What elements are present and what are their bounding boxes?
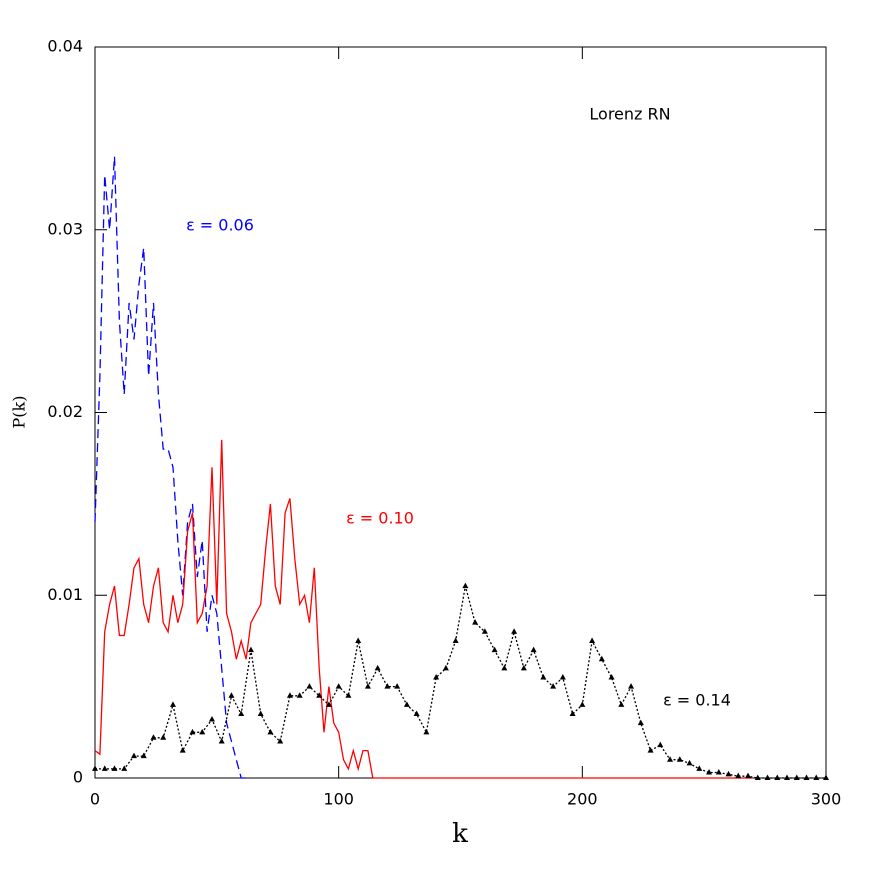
y-tick-label: 0.03 (47, 219, 83, 238)
marker (559, 673, 566, 680)
marker (247, 646, 254, 653)
marker (589, 637, 596, 643)
marker (637, 719, 644, 726)
marker (92, 765, 98, 771)
series-label: ε = 0.06 (186, 216, 254, 235)
marker (199, 728, 206, 735)
marker (296, 692, 303, 698)
marker (608, 673, 615, 680)
marker (725, 770, 732, 777)
marker (550, 683, 557, 689)
series-line (95, 585, 826, 779)
marker (784, 774, 791, 780)
marker (569, 710, 576, 717)
y-tick-label: 0.04 (47, 37, 83, 56)
marker (286, 692, 293, 698)
marker (491, 646, 498, 653)
marker (676, 756, 683, 762)
annotation: Lorenz RN (589, 105, 670, 124)
x-tick-label: 100 (323, 790, 354, 809)
marker (228, 692, 235, 698)
marker (423, 728, 430, 735)
x-tick-label: 200 (567, 790, 598, 809)
marker (579, 701, 586, 707)
marker (325, 701, 332, 707)
marker (754, 774, 761, 780)
plot-frame (94, 46, 827, 779)
marker (657, 741, 664, 748)
marker (667, 756, 674, 762)
marker (803, 774, 810, 780)
marker (267, 728, 274, 735)
marker (179, 747, 186, 753)
marker (520, 664, 527, 671)
marker (823, 774, 829, 780)
marker (306, 683, 313, 689)
marker (813, 774, 820, 780)
y-axis-label: P(k) (10, 396, 29, 429)
marker (364, 683, 371, 689)
series-line (94, 439, 753, 779)
marker (715, 769, 722, 775)
y-tick-label: 0.01 (47, 585, 83, 604)
marker (501, 664, 508, 671)
marker (160, 734, 167, 740)
marker (433, 673, 440, 680)
marker (218, 737, 225, 744)
marker (413, 710, 420, 717)
series-line (94, 156, 251, 779)
marker (745, 772, 752, 779)
marker (121, 765, 128, 771)
marker (696, 765, 703, 771)
marker (277, 737, 284, 744)
marker (511, 628, 518, 634)
marker (530, 646, 537, 653)
marker (647, 747, 654, 753)
marker (774, 774, 781, 780)
x-tick-label: 0 (90, 790, 100, 809)
marker (345, 692, 352, 698)
x-axis-label: k (452, 819, 468, 849)
marker (130, 752, 137, 759)
marker (706, 769, 713, 775)
marker (316, 692, 323, 698)
marker (111, 765, 118, 771)
marker (394, 683, 401, 689)
y-tick-label: 0.02 (47, 402, 83, 421)
marker (686, 759, 693, 766)
marker (208, 716, 215, 722)
marker (374, 664, 381, 671)
marker (628, 683, 635, 689)
marker (793, 774, 800, 780)
marker (618, 701, 625, 707)
marker (472, 619, 479, 625)
marker (150, 734, 157, 740)
marker (540, 673, 547, 680)
series-label: ε = 0.14 (663, 691, 731, 710)
marker (442, 664, 449, 671)
marker (462, 582, 469, 589)
marker (189, 728, 196, 735)
marker (257, 710, 264, 717)
marker (355, 637, 362, 643)
marker (169, 701, 176, 707)
marker (735, 772, 742, 779)
x-tick-label: 300 (811, 790, 842, 809)
y-tick-label: 0 (73, 768, 83, 787)
marker (140, 752, 147, 759)
marker (101, 765, 108, 771)
marker (764, 774, 771, 780)
marker (481, 628, 488, 634)
marker (238, 710, 245, 717)
marker (384, 683, 391, 689)
marker (335, 683, 342, 689)
series-label: ε = 0.10 (346, 509, 414, 528)
marker (403, 701, 410, 707)
marker (598, 655, 605, 662)
marker (452, 637, 459, 643)
